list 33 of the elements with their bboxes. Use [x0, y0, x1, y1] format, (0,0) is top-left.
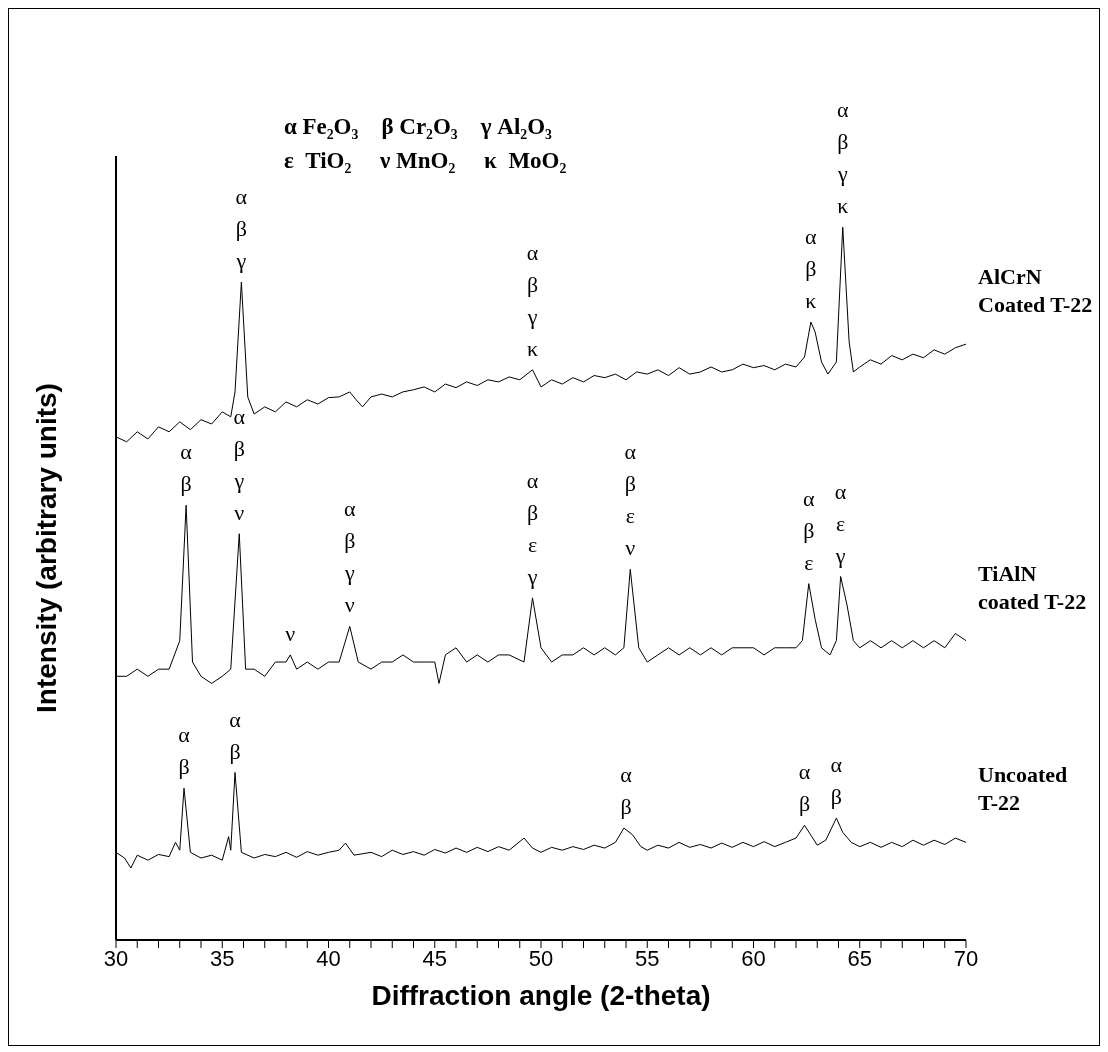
- text: ε TiO₂ ν MnO₂ κ MoO₂: [283, 148, 567, 173]
- series-label: AlCrN Coated T-22: [978, 264, 1093, 318]
- annotation: α β: [798, 759, 811, 817]
- annotation: α β ε: [802, 485, 815, 575]
- annotation: α β γ κ: [526, 239, 539, 361]
- series-label: TiAlN coated T-22: [978, 560, 1087, 614]
- series-label: Uncoated T-22: [978, 762, 1068, 816]
- annotation: α β: [180, 439, 193, 497]
- annotation: α β: [830, 752, 843, 810]
- y-axis-title: Intensity (arbitrary units): [30, 383, 62, 713]
- text: α Fe₂O₃ β Cr₂O₃ γ Al₂O₃: [283, 114, 553, 139]
- x-tick-label: 70: [953, 945, 979, 971]
- x-tick-label: 45: [422, 945, 447, 971]
- annotation: α β ε γ: [526, 467, 539, 589]
- x-tick-label: 35: [210, 945, 235, 971]
- x-tick-label: 60: [741, 945, 766, 971]
- x-tick-label: 50: [528, 945, 554, 971]
- x-tick-label: 30: [103, 945, 129, 971]
- annotation: α β: [229, 706, 242, 764]
- annotation: α β γ ν: [233, 403, 246, 525]
- x-tick-label: 55: [635, 945, 660, 971]
- annotation: α β κ: [805, 224, 818, 314]
- annotation: ν: [285, 620, 296, 646]
- annotation: α β: [620, 762, 633, 820]
- annotation: α β: [178, 722, 191, 780]
- x-axis-title: Diffraction angle (2-theta): [371, 980, 711, 1011]
- annotation: α β γ: [235, 184, 248, 274]
- annotation: α ε γ: [834, 478, 847, 568]
- annotation: α β γ κ: [836, 97, 849, 219]
- annotation: α β γ ν: [343, 496, 356, 618]
- x-tick-label: 65: [847, 945, 872, 971]
- annotation: α β ε ν: [624, 439, 637, 561]
- x-tick-label: 40: [316, 945, 341, 971]
